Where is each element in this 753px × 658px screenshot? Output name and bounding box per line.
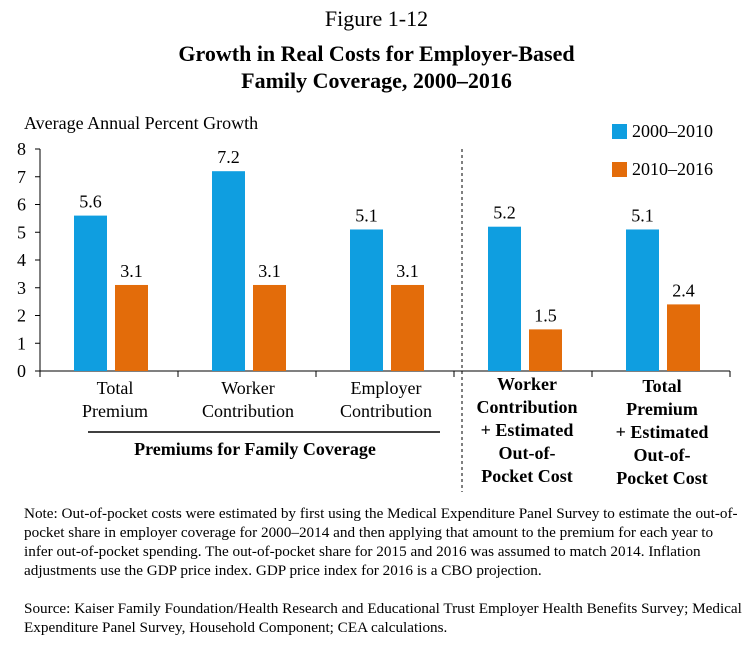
- bar: [74, 215, 107, 371]
- category-label-line: Premium: [626, 399, 698, 419]
- bar: [350, 229, 383, 371]
- bar: [626, 229, 659, 371]
- category-label-line: + Estimated: [615, 422, 709, 442]
- category-label-line: Employer: [350, 378, 422, 398]
- figure-label: Figure 1-12: [324, 6, 429, 31]
- legend-label-2000-2010: 2000–2010: [632, 121, 713, 141]
- category-label-line: Pocket Cost: [616, 468, 708, 488]
- category-label-line: Contribution: [476, 397, 578, 417]
- bar: [391, 284, 424, 371]
- y-tick-label: 0: [17, 361, 26, 381]
- category-total-premium-oop: Total Premium + Estimated Out-of- Pocket…: [598, 375, 726, 490]
- bar-value-label: 3.1: [258, 261, 281, 281]
- y-tick-label: 6: [17, 195, 26, 215]
- category-label-line: Premium: [82, 401, 148, 421]
- category-total-premium: Total Premium: [60, 377, 170, 423]
- category-worker-contribution-oop: Worker Contribution + Estimated Out-of- …: [458, 373, 596, 488]
- y-tick-label: 1: [17, 333, 26, 353]
- bar: [529, 329, 562, 371]
- bar-value-label: 2.4: [672, 280, 695, 300]
- bar: [667, 304, 700, 371]
- y-axis-label: Average Annual Percent Growth: [24, 113, 259, 133]
- category-label-line: + Estimated: [480, 420, 574, 440]
- y-tick-label: 2: [17, 306, 26, 326]
- legend-item-2000-2010: 2000–2010: [612, 121, 713, 142]
- category-label-line: Pocket Cost: [481, 466, 573, 486]
- category-label-line: Contribution: [201, 401, 294, 421]
- legend-swatch-2010-2016: [612, 162, 627, 177]
- bar: [253, 284, 286, 371]
- legend-label-2010-2016: 2010–2016: [632, 159, 713, 179]
- category-employer-contribution: Employer Contribution: [324, 377, 448, 423]
- category-label-line: Total: [642, 376, 682, 396]
- y-tick-label: 7: [17, 167, 26, 187]
- y-tick-label: 3: [17, 278, 26, 298]
- category-label-line: Out-of-: [498, 443, 556, 463]
- bar-value-label: 3.1: [396, 261, 419, 281]
- bar-chart: 0 1 2 3 4 5 6 7 8 5.6 7.2 5.1 5.2 5.1 3.1 3.1 3.1 1.5 2.4: [17, 139, 731, 492]
- category-label-line: Total: [96, 378, 134, 398]
- group-label: Premiums for Family Coverage: [134, 439, 376, 459]
- bar-value-label: 3.1: [120, 261, 143, 281]
- category-worker-contribution: Worker Contribution: [188, 377, 308, 423]
- bar-value-label: 5.1: [631, 205, 654, 225]
- category-label-line: Out-of-: [633, 445, 691, 465]
- chart-title: Growth in Real Costs for Employer-Based …: [0, 40, 753, 94]
- bar-value-label: 1.5: [534, 305, 557, 325]
- category-label-line: Worker: [221, 378, 275, 398]
- source-text: Source: Kaiser Family Foundation/Health …: [24, 600, 742, 636]
- y-tick-label: 8: [17, 139, 26, 159]
- chart-title-line-1: Growth in Real Costs for Employer-Based: [178, 41, 575, 66]
- legend-item-2010-2016: 2010–2016: [612, 159, 713, 180]
- y-tick-label: 5: [17, 222, 26, 242]
- bar-value-label: 5.6: [79, 192, 102, 212]
- bar: [488, 226, 521, 371]
- note-text: Note: Out-of-pocket costs were estimated…: [24, 505, 738, 579]
- bar: [115, 284, 148, 371]
- chart-title-line-2: Family Coverage, 2000–2016: [241, 68, 512, 93]
- legend-swatch-2000-2010: [612, 124, 627, 139]
- bar-value-label: 5.1: [355, 205, 378, 225]
- bar-value-label: 7.2: [217, 147, 240, 167]
- bar-value-label: 5.2: [493, 203, 516, 223]
- category-label-line: Worker: [497, 374, 557, 394]
- y-tick-label: 4: [17, 250, 26, 270]
- category-label-line: Contribution: [339, 401, 432, 421]
- bar: [212, 171, 245, 371]
